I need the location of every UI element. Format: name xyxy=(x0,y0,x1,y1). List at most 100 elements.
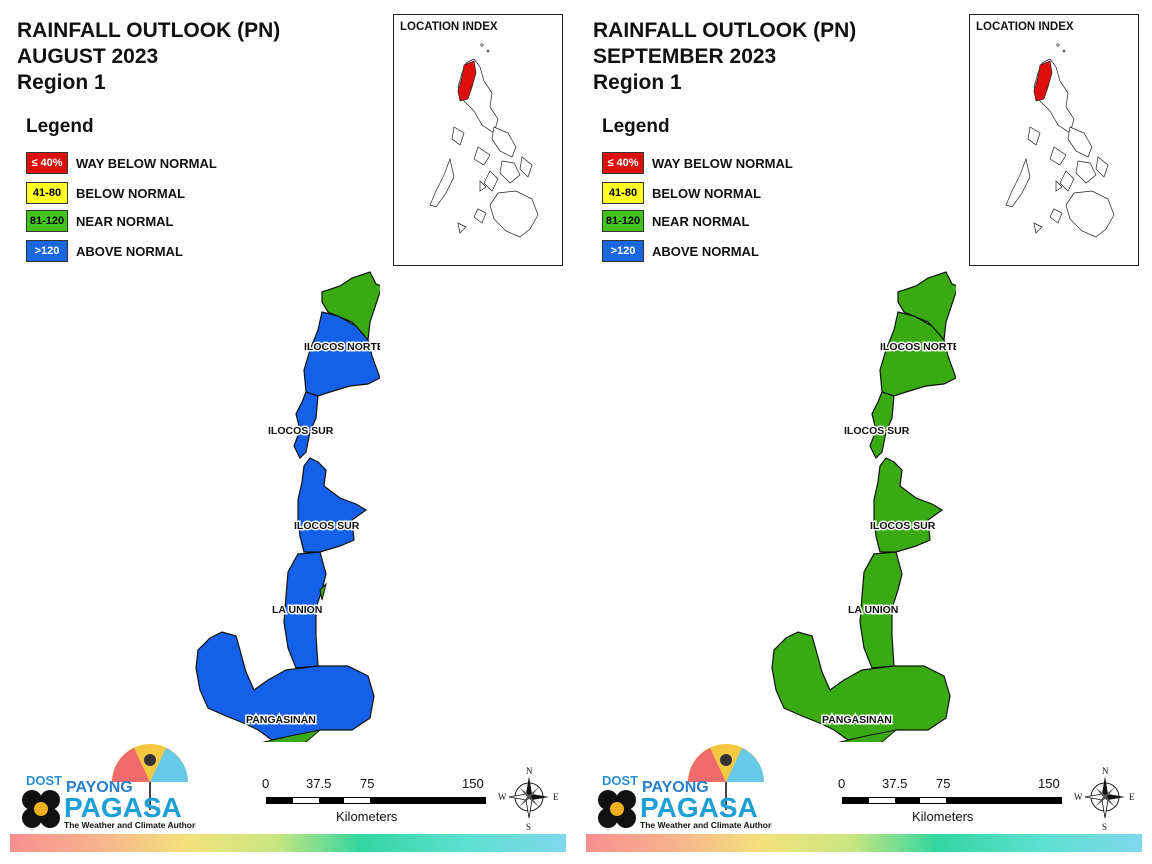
legend-label: WAY BELOW NORMAL xyxy=(652,155,793,171)
pangasinan-region xyxy=(195,631,375,741)
logo-payong-text: PAYONG xyxy=(642,779,709,796)
legend-item-way-below: ≤ 40% WAY BELOW NORMAL xyxy=(26,151,217,175)
label-pangasinan: PANGASINAN xyxy=(822,714,892,726)
title-line-2: AUGUST 2023 xyxy=(17,45,159,68)
legend-item-above: >120 ABOVE NORMAL xyxy=(26,239,183,263)
compass-rose-icon: N S W E xyxy=(498,766,559,832)
legend-label: ABOVE NORMAL xyxy=(76,243,183,259)
map-title: RAINFALL OUTLOOK (PN) AUGUST 2023 Region… xyxy=(17,18,280,96)
logo-dost-text: DOST xyxy=(26,773,62,788)
compass-w: W xyxy=(1074,792,1083,802)
legend-label: ABOVE NORMAL xyxy=(652,243,759,259)
logo-pagasa-text: PAGASA xyxy=(64,792,182,823)
legend-item-way-below: ≤ 40% WAY BELOW NORMAL xyxy=(602,151,793,175)
legend-swatch: >120 xyxy=(26,240,68,262)
title-line-1: RAINFALL OUTLOOK (PN) xyxy=(17,19,281,42)
title-line-3: Region 1 xyxy=(593,71,682,94)
ilocos-sur-region xyxy=(293,391,368,553)
pangasinan-south-patch xyxy=(838,729,898,742)
footer-gradient-bar xyxy=(586,834,1142,852)
scale-bar: 0 37.5 75 150 Kilometers xyxy=(832,776,1072,830)
location-index-box: LOCATION INDEX xyxy=(393,14,563,266)
philippines-index-map xyxy=(429,43,539,238)
ilocos-norte-south-region xyxy=(303,311,380,397)
compass-e: E xyxy=(1129,792,1135,802)
footer-gradient-bar xyxy=(10,834,566,852)
compass-s: S xyxy=(1102,822,1107,832)
scale-bar-graphic xyxy=(842,797,1062,804)
label-la-union: LA UNION xyxy=(272,604,322,616)
pangasinan-south-patch xyxy=(262,729,322,742)
logo-tagline: The Weather and Climate Authority xyxy=(640,820,772,830)
ilocos-norte-north-region xyxy=(897,271,956,342)
la-union-east-patch xyxy=(319,582,327,601)
compass-w: W xyxy=(498,792,507,802)
scale-bar-graphic xyxy=(266,797,486,804)
compass-n: N xyxy=(526,766,533,776)
scale-tick-0: 0 xyxy=(838,776,846,791)
legend-swatch: ≤ 40% xyxy=(26,152,68,174)
scale-unit: Kilometers xyxy=(912,809,974,824)
logo-pagasa-text: PAGASA xyxy=(640,792,758,823)
logo-dost-text: DOST xyxy=(602,773,638,788)
legend-label: BELOW NORMAL xyxy=(76,185,186,201)
compass-n: N xyxy=(1102,766,1109,776)
payong-pagasa-logo: DOST PAYONG PAGASA The Weather and Clima… xyxy=(22,744,196,830)
scale-tick-3: 150 xyxy=(462,776,484,791)
label-la-union: LA UNION xyxy=(848,604,898,616)
legend-item-near: 81-120 NEAR NORMAL xyxy=(26,209,174,233)
legend-label: BELOW NORMAL xyxy=(652,185,762,201)
legend-item-near: 81-120 NEAR NORMAL xyxy=(602,209,750,233)
region1-map: ILOCOS NORTE ILOCOS SUR ILOCOS SUR LA UN… xyxy=(195,271,380,742)
legend-swatch: >120 xyxy=(602,240,644,262)
scale-tick-3: 150 xyxy=(1038,776,1060,791)
legend-label: WAY BELOW NORMAL xyxy=(76,155,217,171)
map-title: RAINFALL OUTLOOK (PN) SEPTEMBER 2023 Reg… xyxy=(593,18,856,96)
scale-tick-1: 37.5 xyxy=(306,776,332,791)
legend-swatch: 41-80 xyxy=(26,182,68,204)
location-index-box: LOCATION INDEX xyxy=(969,14,1139,266)
legend-item-below: 41-80 BELOW NORMAL xyxy=(26,181,185,205)
panel-august: RAINFALL OUTLOOK (PN) AUGUST 2023 Region… xyxy=(10,14,566,852)
label-ilocos-sur-south: ILOCOS SUR xyxy=(294,520,360,532)
legend-label: NEAR NORMAL xyxy=(652,213,750,229)
compass-s: S xyxy=(526,822,531,832)
scale-tick-1: 37.5 xyxy=(882,776,908,791)
title-line-1: RAINFALL OUTLOOK (PN) xyxy=(593,19,857,42)
location-index-title: LOCATION INDEX xyxy=(976,21,1074,33)
label-ilocos-norte: ILOCOS NORTE xyxy=(304,341,380,353)
legend-swatch: 41-80 xyxy=(602,182,644,204)
logo-tagline: The Weather and Climate Authority xyxy=(64,820,196,830)
label-ilocos-sur-north: ILOCOS SUR xyxy=(844,425,910,437)
region1-map: ILOCOS NORTE ILOCOS SUR ILOCOS SUR LA UN… xyxy=(771,271,956,742)
logo-payong-text: PAYONG xyxy=(66,779,133,796)
label-ilocos-sur-north: ILOCOS SUR xyxy=(268,425,334,437)
ilocos-norte-south-region xyxy=(879,311,956,397)
title-line-3: Region 1 xyxy=(17,71,106,94)
legend-item-below: 41-80 BELOW NORMAL xyxy=(602,181,761,205)
scale-tick-2: 75 xyxy=(936,776,951,791)
ilocos-norte-north-region xyxy=(321,271,380,342)
legend-item-above: >120 ABOVE NORMAL xyxy=(602,239,759,263)
compass-e: E xyxy=(553,792,559,802)
pangasinan-region xyxy=(771,631,951,741)
label-ilocos-sur-south: ILOCOS SUR xyxy=(870,520,936,532)
compass-rose-icon: N S W E xyxy=(1074,766,1135,832)
legend-title: Legend xyxy=(26,116,94,137)
panel-september: RAINFALL OUTLOOK (PN) SEPTEMBER 2023 Reg… xyxy=(576,0,1152,864)
scale-tick-0: 0 xyxy=(262,776,270,791)
label-pangasinan: PANGASINAN xyxy=(246,714,316,726)
payong-pagasa-logo: DOST PAYONG PAGASA The Weather and Clima… xyxy=(598,744,772,830)
legend-swatch: 81-120 xyxy=(602,210,644,232)
philippines-index-map xyxy=(1005,43,1115,238)
scale-tick-2: 75 xyxy=(360,776,375,791)
legend-title: Legend xyxy=(602,116,670,137)
legend-label: NEAR NORMAL xyxy=(76,213,174,229)
scale-unit: Kilometers xyxy=(336,809,398,824)
title-line-2: SEPTEMBER 2023 xyxy=(593,45,777,68)
location-index-title: LOCATION INDEX xyxy=(400,21,498,33)
ilocos-sur-region xyxy=(869,391,944,553)
label-ilocos-norte: ILOCOS NORTE xyxy=(880,341,956,353)
scale-bar: 0 37.5 75 150 Kilometers xyxy=(256,776,496,830)
legend-swatch: ≤ 40% xyxy=(602,152,644,174)
